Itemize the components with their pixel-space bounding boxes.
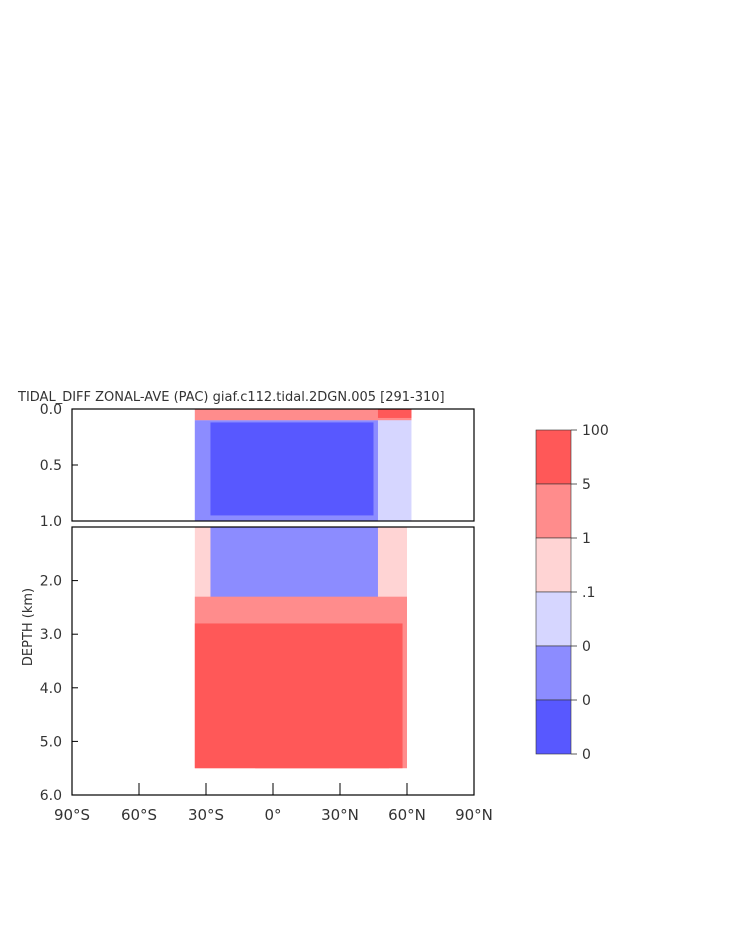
legend-level-label: 0 (582, 693, 591, 709)
upper-y-tick-label: 1.0 (40, 514, 62, 530)
upper-y-tick-label: 0.5 (40, 458, 62, 474)
legend-level-label: 0 (582, 747, 591, 763)
region-lower-9 (255, 703, 390, 769)
region-lower-6 (210, 527, 378, 603)
lower-y-tick-label: 5.0 (40, 734, 62, 750)
x-tick-label: 0° (264, 806, 281, 824)
x-axis: 90°S 60°S 30°S 0° 30°N 60°N 90°N (54, 783, 493, 824)
y-axis-label: DEPTH (km) (21, 588, 36, 666)
legend-swatch (535, 591, 572, 647)
legend-swatch (535, 537, 572, 593)
legend-level-label: 100 (582, 423, 609, 439)
x-tick-label: 90°S (54, 806, 90, 824)
chart-title: TIDAL_DIFF ZONAL-AVE (PAC) giaf.c112.tid… (17, 390, 445, 405)
legend-swatch (535, 699, 572, 755)
legend-swatch (535, 645, 572, 701)
legend-level-label: .1 (582, 585, 595, 601)
x-tick-label: 90°N (455, 806, 493, 824)
lower-y-tick-label: 6.0 (40, 788, 62, 804)
upper-panel-fill (194, 409, 412, 521)
lower-y-tick-label: 2.0 (40, 574, 62, 590)
upper-y-tick-label: 0.0 (40, 402, 62, 418)
region-upper-2 (210, 422, 374, 516)
legend-level-label: 0 (582, 639, 591, 655)
legend-level-label: 5 (582, 477, 591, 493)
x-tick-label: 30°S (188, 806, 224, 824)
colorbar-legend: 100 5 1 .1 0 0 0 (535, 423, 609, 763)
region-upper-3 (194, 409, 412, 421)
lower-panel-fill (194, 527, 407, 769)
x-tick-label: 30°N (321, 806, 359, 824)
x-tick-label: 60°N (388, 806, 426, 824)
x-tick-label: 60°S (121, 806, 157, 824)
legend-swatch (535, 429, 572, 485)
lower-y-axis: 2.0 3.0 4.0 5.0 6.0 (40, 574, 78, 804)
upper-y-axis: 0.0 0.5 1.0 (40, 402, 78, 530)
lower-y-tick-label: 3.0 (40, 627, 62, 643)
legend-level-label: 1 (582, 531, 591, 547)
legend-swatch (535, 483, 572, 539)
region-upper-4 (377, 409, 412, 418)
lower-y-tick-label: 4.0 (40, 681, 62, 697)
